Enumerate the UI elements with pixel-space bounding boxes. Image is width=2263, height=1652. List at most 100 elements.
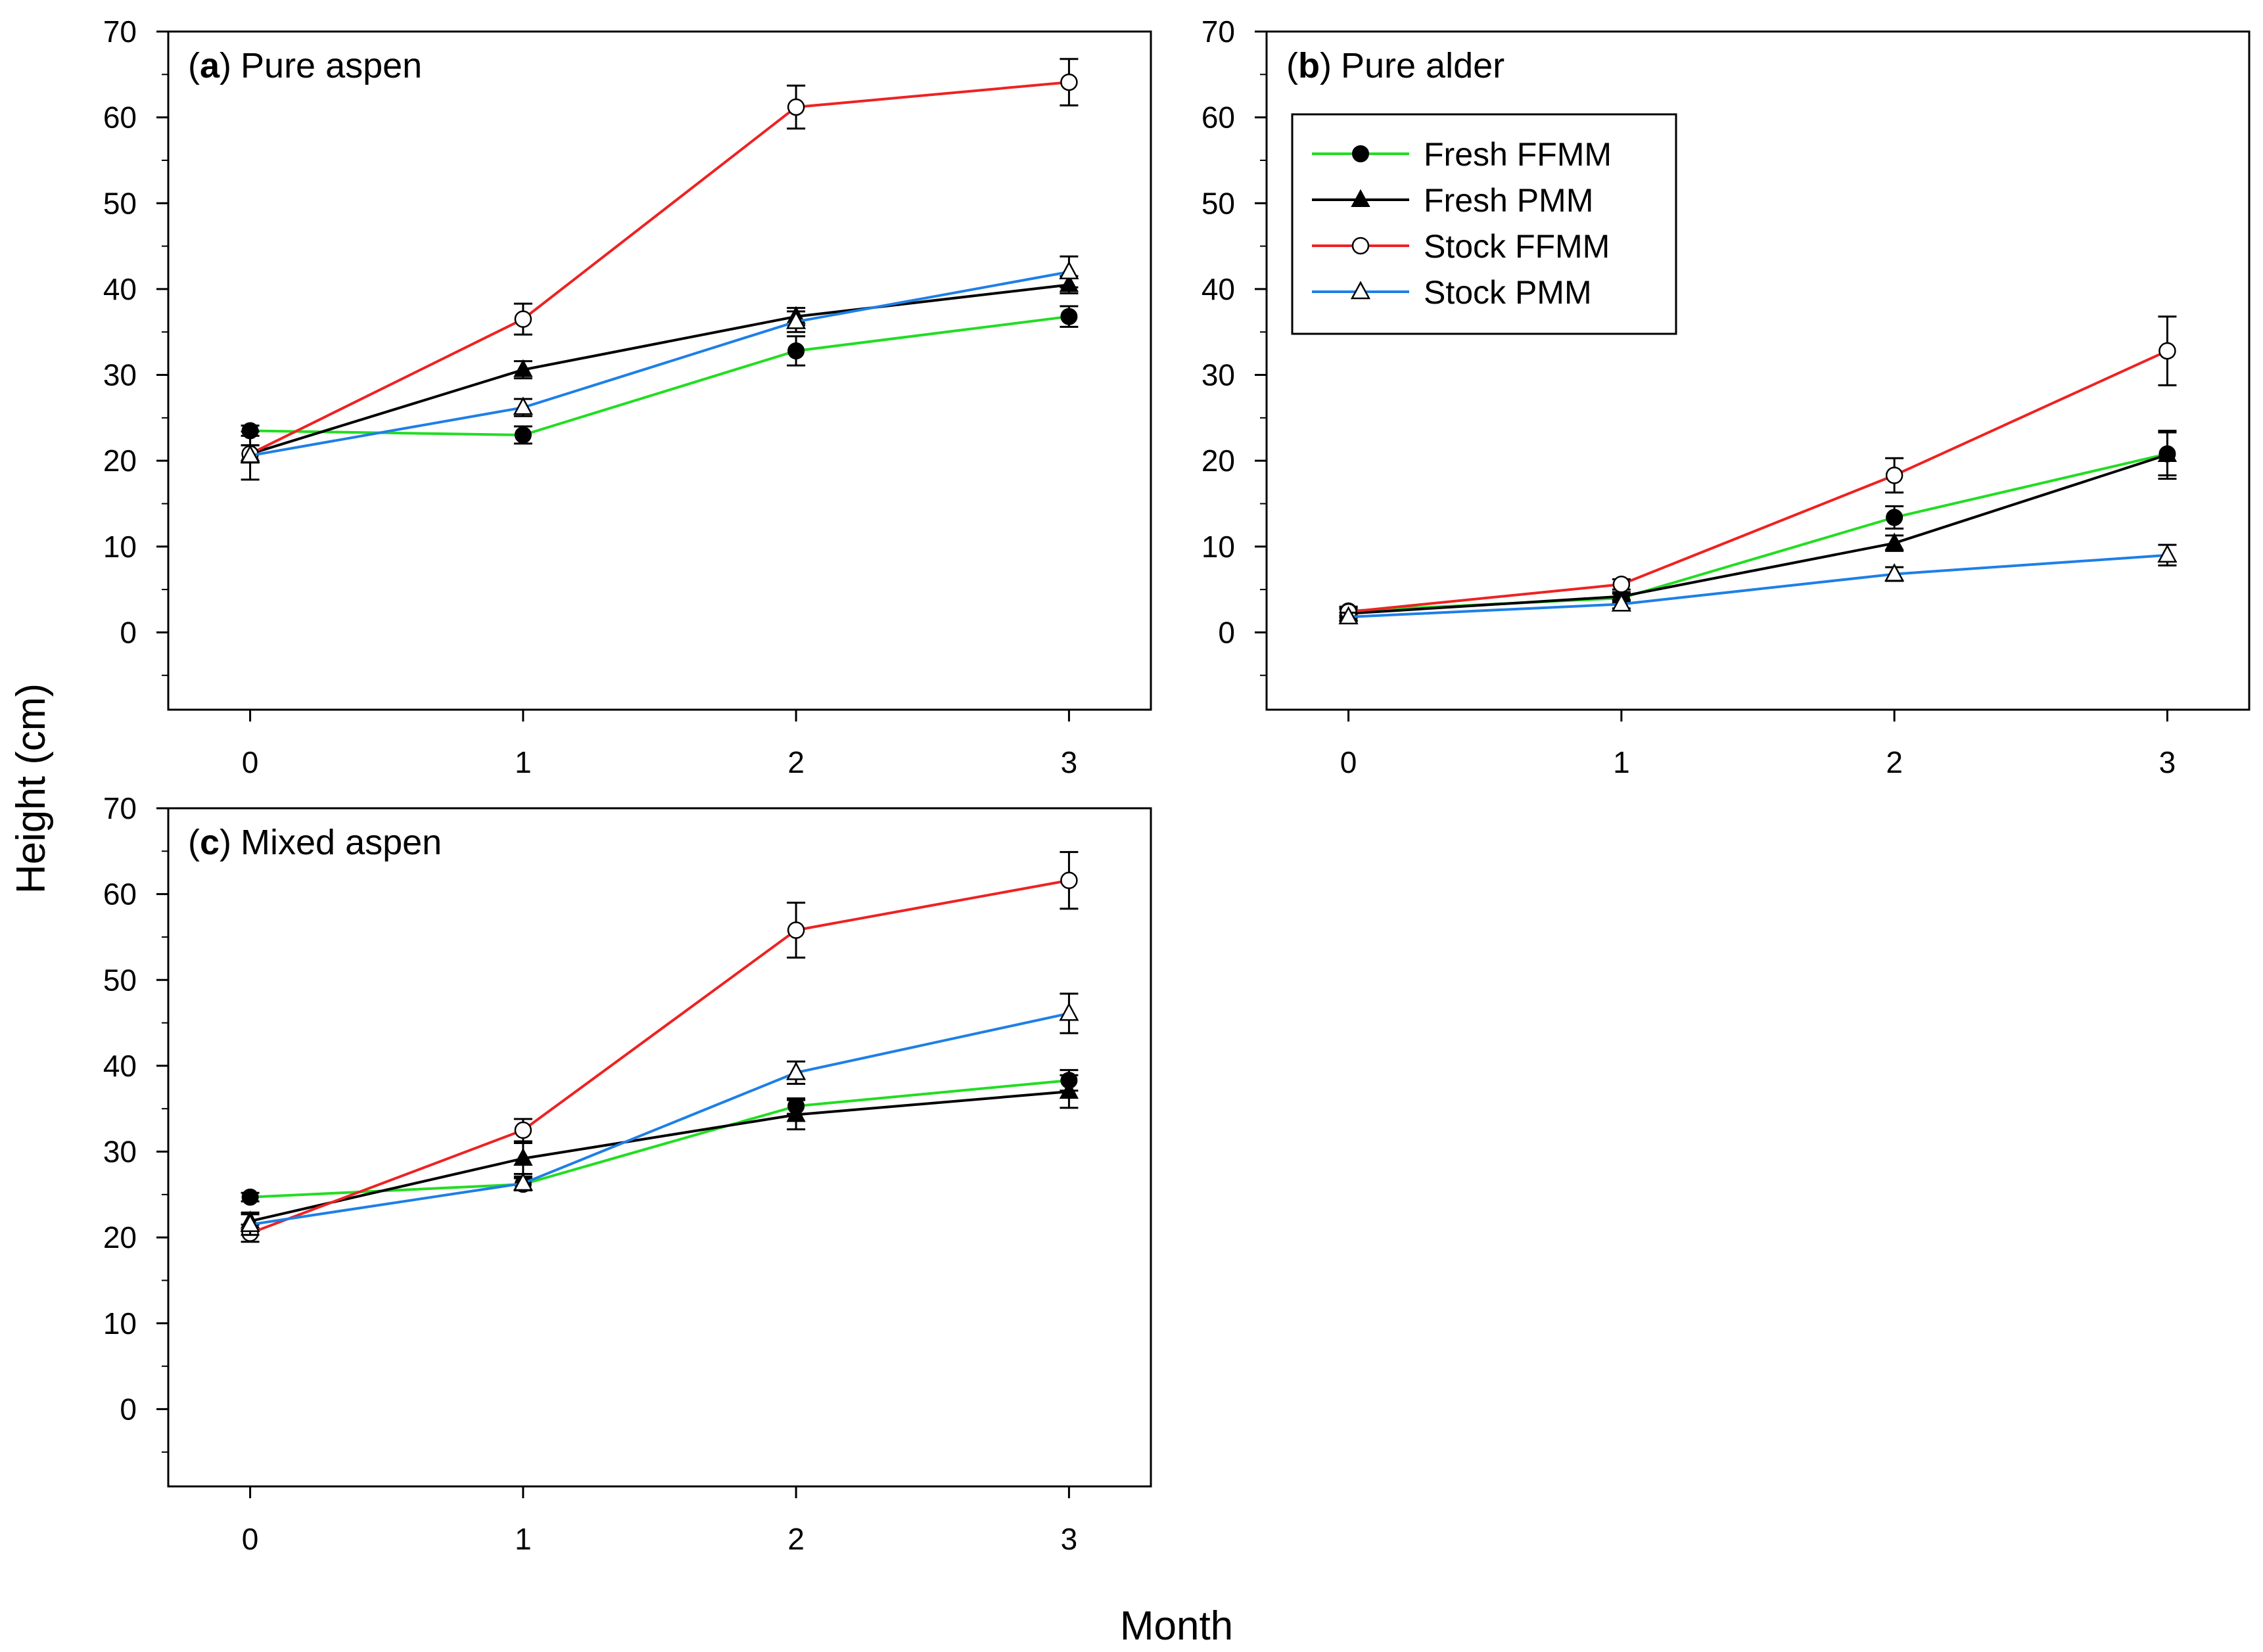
y-tick-label: 10 — [103, 530, 137, 564]
panel-title-close-paren: ) — [1320, 46, 1332, 85]
series-fresh-pmm — [240, 1074, 1079, 1231]
y-tick-label: 40 — [103, 1049, 137, 1083]
legend-marker — [1351, 189, 1370, 207]
series-stock-ffmm — [241, 851, 1079, 1243]
y-tick-label: 10 — [103, 1306, 137, 1341]
series-line — [1348, 452, 2168, 612]
series-fresh-ffmm — [1339, 431, 2177, 620]
series-line — [1348, 453, 2168, 615]
data-point — [514, 426, 532, 444]
legend-label: Fresh FFMM — [1424, 136, 1612, 173]
y-tick-label: 70 — [1201, 14, 1235, 49]
panel-c: 0 10 20 30 40 50 60 70 0 1 2 3 (c) Mixed aspen — [103, 791, 1152, 1556]
panel-title: (a) Pure aspen — [188, 46, 422, 85]
data-point — [786, 310, 806, 329]
legend-marker — [1351, 237, 1370, 255]
panel-title-text: Mixed aspen — [241, 823, 442, 862]
panel-title-open-paren: ( — [1286, 46, 1298, 85]
data-point — [241, 1188, 259, 1206]
data-point — [786, 1104, 806, 1122]
panel-b: 0 10 20 30 40 50 60 70 0 1 2 3 (b) Pure alder — [1201, 14, 2251, 779]
legend-entry: Fresh FFMM — [1312, 136, 1612, 173]
series-stock-pmm — [240, 992, 1079, 1236]
series-stock-pmm — [240, 255, 1079, 481]
legend-label: Fresh PMM — [1424, 182, 1593, 219]
y-tick-label: 40 — [1201, 272, 1235, 306]
panel-title-text: Pure aspen — [241, 46, 422, 85]
data-point — [1059, 1002, 1079, 1021]
y-tick-label: 50 — [103, 186, 137, 220]
data-point — [514, 1121, 532, 1139]
data-point — [2157, 444, 2178, 463]
data-point — [513, 396, 533, 415]
y-tick-label: 20 — [103, 1220, 137, 1254]
data-point — [514, 310, 532, 328]
legend-label: Stock PMM — [1424, 274, 1592, 311]
series-line — [250, 1079, 1069, 1199]
data-point — [240, 444, 260, 463]
x-tick-label: 1 — [515, 1522, 532, 1556]
series-line — [1348, 553, 2168, 618]
y-tick-label: 20 — [1201, 444, 1235, 478]
data-point — [240, 1213, 260, 1232]
panel-title: (c) Mixed aspen — [188, 823, 442, 862]
plot-frame — [167, 807, 1152, 1488]
x-tick-label: 3 — [1061, 745, 1078, 779]
data-point — [786, 1061, 806, 1080]
panel-title: (b) Pure alder — [1286, 46, 1505, 85]
y-tick-label: 10 — [1201, 530, 1235, 564]
series-stock-ffmm — [1339, 315, 2177, 621]
data-point — [1611, 593, 1631, 612]
x-tick-label: 2 — [1886, 745, 1903, 779]
x-tick-label: 2 — [787, 745, 805, 779]
data-point — [1060, 871, 1078, 889]
data-point — [513, 1147, 533, 1166]
data-point — [1338, 606, 1359, 625]
panel-title-close-paren: ) — [220, 46, 231, 85]
data-point — [1612, 576, 1631, 593]
data-point — [2158, 342, 2176, 360]
data-point — [1059, 261, 1079, 280]
data-point — [787, 98, 805, 116]
y-tick-label: 30 — [1201, 358, 1235, 392]
panel-title-open-paren: ( — [188, 46, 200, 85]
x-tick-label: 3 — [2159, 745, 2176, 779]
x-tick-label: 1 — [515, 745, 532, 779]
series-stock-pmm — [1338, 543, 2178, 625]
y-tick-label: 0 — [1218, 615, 1235, 649]
series-line — [1348, 350, 2168, 614]
data-point — [1886, 509, 1903, 526]
data-point — [787, 921, 805, 939]
series-line — [250, 1012, 1069, 1226]
data-point — [513, 359, 533, 377]
y-tick-label: 50 — [103, 963, 137, 997]
legend-label: Stock FFMM — [1424, 228, 1610, 265]
y-tick-label: 20 — [103, 444, 137, 478]
x-tick-label: 3 — [1061, 1522, 1078, 1556]
data-point — [787, 342, 805, 359]
panel-title-text: Pure alder — [1341, 46, 1505, 85]
y-tick-label: 60 — [103, 101, 137, 135]
legend-entry: Stock PMM — [1312, 274, 1592, 311]
series-line — [250, 1090, 1069, 1223]
data-point — [1885, 467, 1903, 484]
legend-marker — [1352, 145, 1369, 162]
panel-title-letter: a — [200, 46, 220, 85]
series-stock-ffmm — [241, 58, 1079, 464]
y-tick-label: 50 — [1201, 186, 1235, 220]
y-tick-label: 0 — [120, 615, 137, 649]
x-axis-title: Month — [1120, 1603, 1233, 1649]
y-tick-label: 30 — [103, 358, 137, 392]
series-fresh-ffmm — [241, 305, 1079, 445]
panel-title-close-paren: ) — [220, 823, 231, 862]
y-tick-label: 0 — [120, 1392, 137, 1426]
data-point — [1884, 562, 1905, 582]
y-tick-label: 30 — [103, 1135, 137, 1169]
y-tick-label: 60 — [103, 877, 137, 911]
data-point — [2157, 544, 2178, 563]
x-tick-label: 0 — [242, 745, 259, 779]
x-tick-label: 0 — [242, 1522, 259, 1556]
panel-a: 0 10 20 30 40 50 60 70 0 1 2 3 (a) Pure aspen — [103, 14, 1152, 779]
panel-title-open-paren: ( — [188, 823, 200, 862]
data-point — [1060, 73, 1078, 91]
